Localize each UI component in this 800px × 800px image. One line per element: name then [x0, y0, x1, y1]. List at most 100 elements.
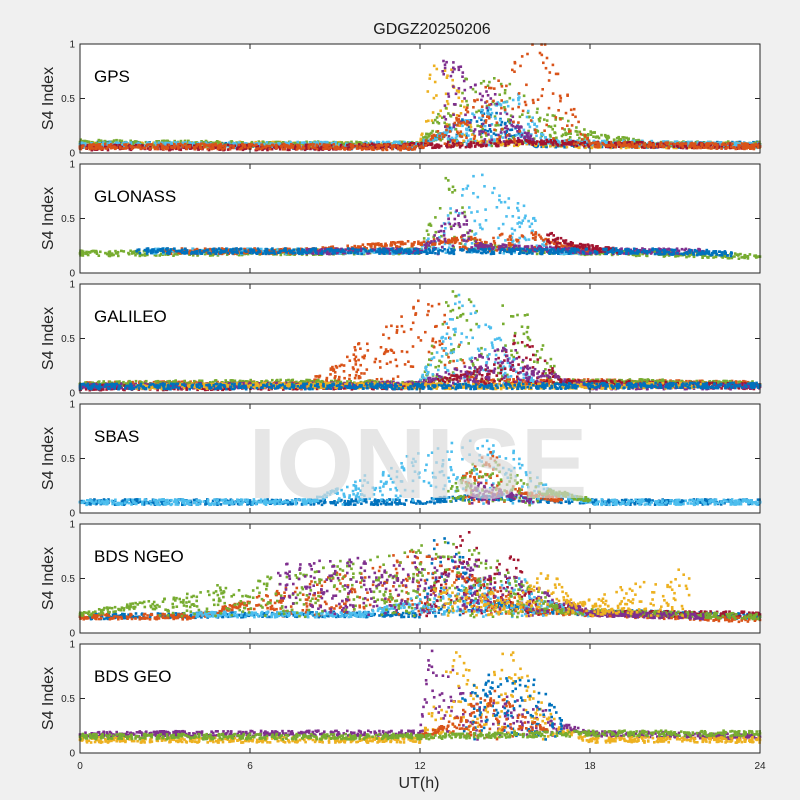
- data-point: [545, 123, 548, 127]
- data-point: [544, 143, 548, 147]
- data-point: [268, 144, 271, 148]
- data-point: [484, 131, 487, 135]
- data-point: [632, 137, 635, 141]
- data-point: [558, 94, 562, 98]
- data-point: [587, 140, 591, 143]
- data-point: [336, 144, 340, 147]
- data-point: [511, 107, 514, 111]
- data-point: [521, 113, 524, 116]
- data-point: [628, 143, 631, 147]
- data-point: [184, 145, 188, 149]
- data-point: [489, 97, 493, 100]
- data-point: [589, 130, 592, 133]
- data-point: [469, 119, 473, 122]
- data-point: [564, 131, 567, 135]
- data-point: [500, 143, 503, 147]
- data-point: [547, 79, 551, 82]
- data-point: [508, 140, 511, 144]
- data-point: [533, 128, 537, 132]
- data-point: [707, 144, 710, 148]
- data-point: [522, 94, 526, 98]
- data-point: [466, 110, 469, 114]
- data-point: [445, 122, 448, 126]
- data-point: [569, 108, 573, 112]
- data-point: [173, 146, 176, 150]
- data-point: [521, 142, 524, 146]
- data-point: [297, 147, 300, 150]
- data-point: [599, 145, 602, 148]
- data-point: [424, 144, 427, 147]
- data-point: [472, 141, 476, 145]
- data-point: [662, 144, 666, 148]
- data-point: [420, 141, 423, 145]
- data-point: [431, 121, 435, 125]
- data-point: [447, 112, 450, 115]
- data-point: [400, 147, 403, 150]
- data-point: [577, 120, 580, 124]
- data-point: [87, 140, 91, 144]
- data-point: [162, 139, 165, 143]
- data-point: [375, 147, 379, 151]
- data-point: [447, 135, 451, 138]
- data-point: [540, 139, 543, 142]
- data-point: [465, 127, 468, 131]
- data-point: [443, 121, 446, 125]
- data-point: [733, 252, 737, 255]
- data-point: [463, 133, 466, 137]
- data-point: [553, 124, 557, 128]
- data-point: [384, 147, 388, 151]
- data-point: [214, 143, 217, 147]
- data-point: [592, 135, 595, 138]
- data-point: [586, 137, 589, 141]
- data-point: [430, 134, 434, 138]
- data-point: [588, 143, 592, 146]
- data-point: [510, 128, 514, 131]
- data-point: [545, 145, 548, 149]
- data-point: [513, 140, 516, 143]
- data-point: [167, 143, 171, 147]
- data-point: [531, 116, 534, 119]
- data-point: [546, 113, 549, 117]
- data-point: [110, 143, 113, 146]
- data-point: [512, 135, 515, 139]
- data-point: [494, 124, 497, 127]
- data-point: [593, 131, 596, 134]
- data-point: [517, 98, 520, 102]
- data-point: [183, 142, 187, 146]
- figure-title: GDGZ20250206: [373, 21, 491, 38]
- data-point: [447, 95, 451, 98]
- data-point: [491, 141, 494, 144]
- data-point: [216, 147, 220, 150]
- data-point: [494, 133, 498, 137]
- data-point: [358, 146, 362, 149]
- data-point: [568, 136, 572, 139]
- data-point: [431, 111, 435, 114]
- data-point: [521, 109, 525, 113]
- data-point: [635, 141, 639, 144]
- data-point: [461, 142, 464, 145]
- data-point: [514, 125, 517, 129]
- data-point: [505, 129, 509, 133]
- data-point: [504, 121, 507, 125]
- data-point: [551, 128, 554, 131]
- data-point: [518, 115, 522, 119]
- data-point: [469, 123, 472, 126]
- data-point: [302, 146, 306, 150]
- data-point: [298, 144, 301, 147]
- data-point: [359, 141, 363, 144]
- data-point: [752, 147, 756, 151]
- data-point: [97, 254, 101, 257]
- data-point: [480, 144, 483, 148]
- data-point: [92, 147, 95, 150]
- data-point: [505, 112, 509, 116]
- data-point: [569, 132, 572, 135]
- data-point: [694, 145, 698, 149]
- data-point: [148, 147, 152, 150]
- data-point: [459, 112, 463, 115]
- data-point: [340, 141, 343, 144]
- data-point: [439, 109, 442, 113]
- data-point: [581, 133, 585, 136]
- data-point: [443, 142, 447, 145]
- data-point: [432, 64, 436, 68]
- data-point: [520, 139, 524, 143]
